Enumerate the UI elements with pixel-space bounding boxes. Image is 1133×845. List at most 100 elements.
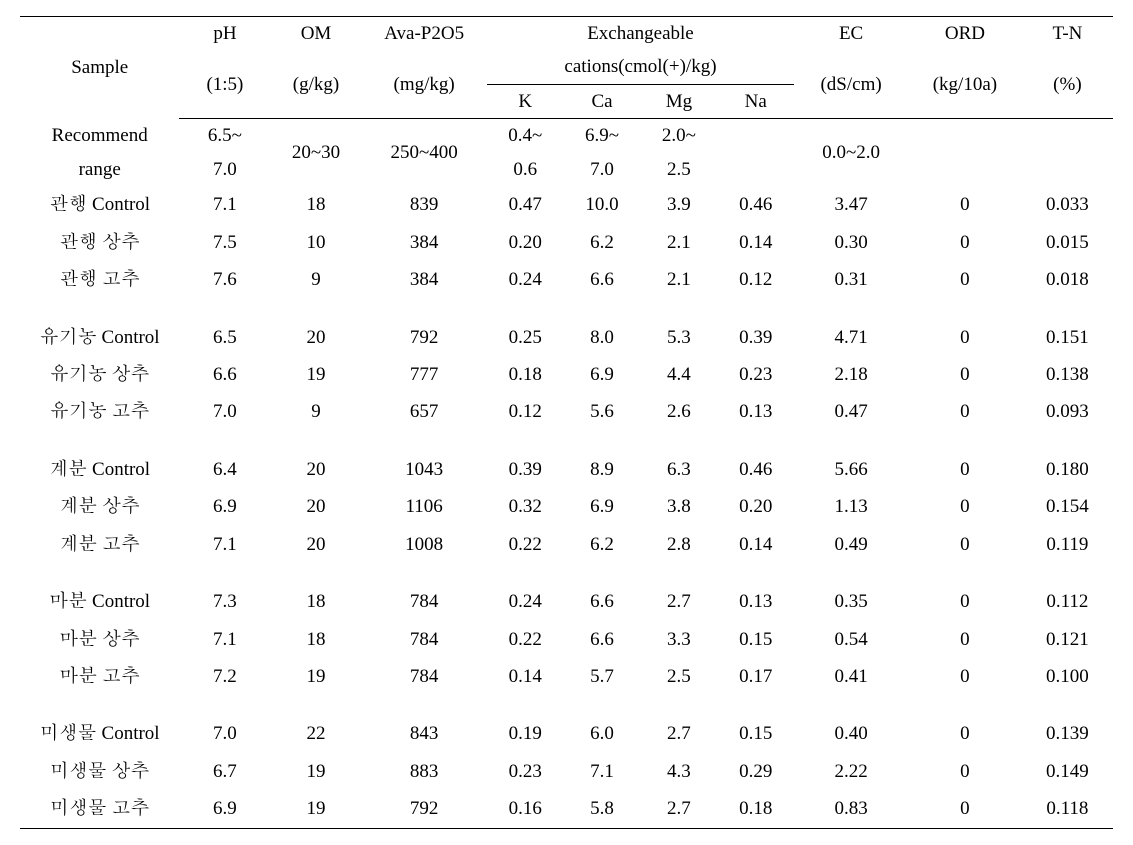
cell-ca: 10.0	[564, 186, 641, 223]
recommend-row-1: Recommend 6.5~ 20~30 250~400 0.4~ 6.9~ 2…	[20, 119, 1113, 153]
table-header-row-2: (1:5) (g/kg) (mg/kg) cations(cmol(+)/kg)…	[20, 50, 1113, 84]
cell-na: 0.15	[717, 715, 794, 752]
cell-ph: 6.4	[179, 451, 270, 488]
cell-ca: 6.6	[564, 621, 641, 658]
cell-ph: 7.0	[179, 393, 270, 430]
cell-om: 9	[270, 261, 361, 298]
cell-ec: 0.31	[794, 261, 908, 298]
cell-ord: 0	[908, 526, 1022, 563]
cell-om: 19	[270, 356, 361, 393]
cell-sample: 유기농 상추	[20, 356, 179, 393]
table-row: 미생물 Control7.0228430.196.02.70.150.4000.…	[20, 715, 1113, 752]
cell-ord: 0	[908, 753, 1022, 790]
col-om-bot: (g/kg)	[270, 50, 361, 118]
cell-ph: 6.9	[179, 488, 270, 525]
cell-ca: 6.2	[564, 224, 641, 261]
cell-ord: 0	[908, 451, 1022, 488]
recommend-ph-1: 6.5~	[179, 119, 270, 153]
group-spacer	[20, 299, 1113, 319]
cell-ec: 0.40	[794, 715, 908, 752]
cell-sample: 마분 Control	[20, 583, 179, 620]
recommend-mg-2: 2.5	[640, 153, 717, 186]
cell-tn: 0.154	[1022, 488, 1113, 525]
cell-ava: 777	[362, 356, 487, 393]
recommend-na	[717, 119, 794, 186]
cell-tn: 0.118	[1022, 790, 1113, 828]
cell-ca: 6.6	[564, 261, 641, 298]
col-tn-top: T-N	[1022, 17, 1113, 51]
cell-ava: 839	[362, 186, 487, 223]
cell-ava: 784	[362, 621, 487, 658]
recommend-om: 20~30	[270, 119, 361, 186]
cell-om: 9	[270, 393, 361, 430]
cell-k: 0.20	[487, 224, 564, 261]
cell-mg: 3.3	[640, 621, 717, 658]
cell-ava: 657	[362, 393, 487, 430]
table-row: 유기농 Control6.5207920.258.05.30.394.7100.…	[20, 319, 1113, 356]
cell-tn: 0.138	[1022, 356, 1113, 393]
cell-sample: 계분 상추	[20, 488, 179, 525]
col-ec-top: EC	[794, 17, 908, 51]
cell-sample: 유기농 고추	[20, 393, 179, 430]
recommend-ca-1: 6.9~	[564, 119, 641, 153]
cell-na: 0.18	[717, 790, 794, 828]
cell-ord: 0	[908, 583, 1022, 620]
col-exch-top: Exchangeable	[487, 17, 794, 51]
cell-ord: 0	[908, 621, 1022, 658]
cell-na: 0.29	[717, 753, 794, 790]
cell-sample: 유기농 Control	[20, 319, 179, 356]
col-sample: Sample	[20, 17, 179, 119]
table-row: 유기농 고추7.096570.125.62.60.130.4700.093	[20, 393, 1113, 430]
cell-ord: 0	[908, 186, 1022, 223]
cell-mg: 5.3	[640, 319, 717, 356]
cell-ca: 6.9	[564, 356, 641, 393]
cell-ph: 6.7	[179, 753, 270, 790]
cell-ec: 0.47	[794, 393, 908, 430]
cell-ph: 7.1	[179, 526, 270, 563]
col-om-top: OM	[270, 17, 361, 51]
cell-na: 0.46	[717, 451, 794, 488]
cell-sample: 관행 고추	[20, 261, 179, 298]
cell-ord: 0	[908, 488, 1022, 525]
col-ord-bot: (kg/10a)	[908, 50, 1022, 118]
col-na: Na	[717, 84, 794, 118]
col-ph-bot: (1:5)	[179, 50, 270, 118]
table-row: 계분 고추7.12010080.226.22.80.140.4900.119	[20, 526, 1113, 563]
cell-mg: 2.7	[640, 790, 717, 828]
cell-ph: 6.9	[179, 790, 270, 828]
cell-sample: 관행 상추	[20, 224, 179, 261]
cell-ec: 0.54	[794, 621, 908, 658]
cell-sample: 미생물 고추	[20, 790, 179, 828]
cell-ec: 0.41	[794, 658, 908, 695]
cell-ord: 0	[908, 224, 1022, 261]
cell-mg: 2.5	[640, 658, 717, 695]
cell-ca: 5.8	[564, 790, 641, 828]
cell-ec: 1.13	[794, 488, 908, 525]
cell-ava: 1043	[362, 451, 487, 488]
cell-ec: 0.30	[794, 224, 908, 261]
cell-tn: 0.015	[1022, 224, 1113, 261]
cell-ca: 8.9	[564, 451, 641, 488]
table-row: 관행 상추7.5103840.206.22.10.140.3000.015	[20, 224, 1113, 261]
cell-k: 0.19	[487, 715, 564, 752]
cell-ec: 0.49	[794, 526, 908, 563]
cell-ec: 0.83	[794, 790, 908, 828]
cell-mg: 2.6	[640, 393, 717, 430]
cell-om: 18	[270, 186, 361, 223]
group-spacer	[20, 695, 1113, 715]
cell-ord: 0	[908, 658, 1022, 695]
col-ord-top: ORD	[908, 17, 1022, 51]
cell-sample: 계분 고추	[20, 526, 179, 563]
cell-ph: 7.0	[179, 715, 270, 752]
cell-k: 0.25	[487, 319, 564, 356]
table-row: 미생물 고추6.9197920.165.82.70.180.8300.118	[20, 790, 1113, 828]
cell-ec: 2.22	[794, 753, 908, 790]
cell-ec: 0.35	[794, 583, 908, 620]
cell-om: 20	[270, 526, 361, 563]
cell-om: 18	[270, 583, 361, 620]
cell-ava: 1106	[362, 488, 487, 525]
cell-ava: 784	[362, 583, 487, 620]
cell-k: 0.18	[487, 356, 564, 393]
cell-ava: 1008	[362, 526, 487, 563]
cell-om: 20	[270, 451, 361, 488]
